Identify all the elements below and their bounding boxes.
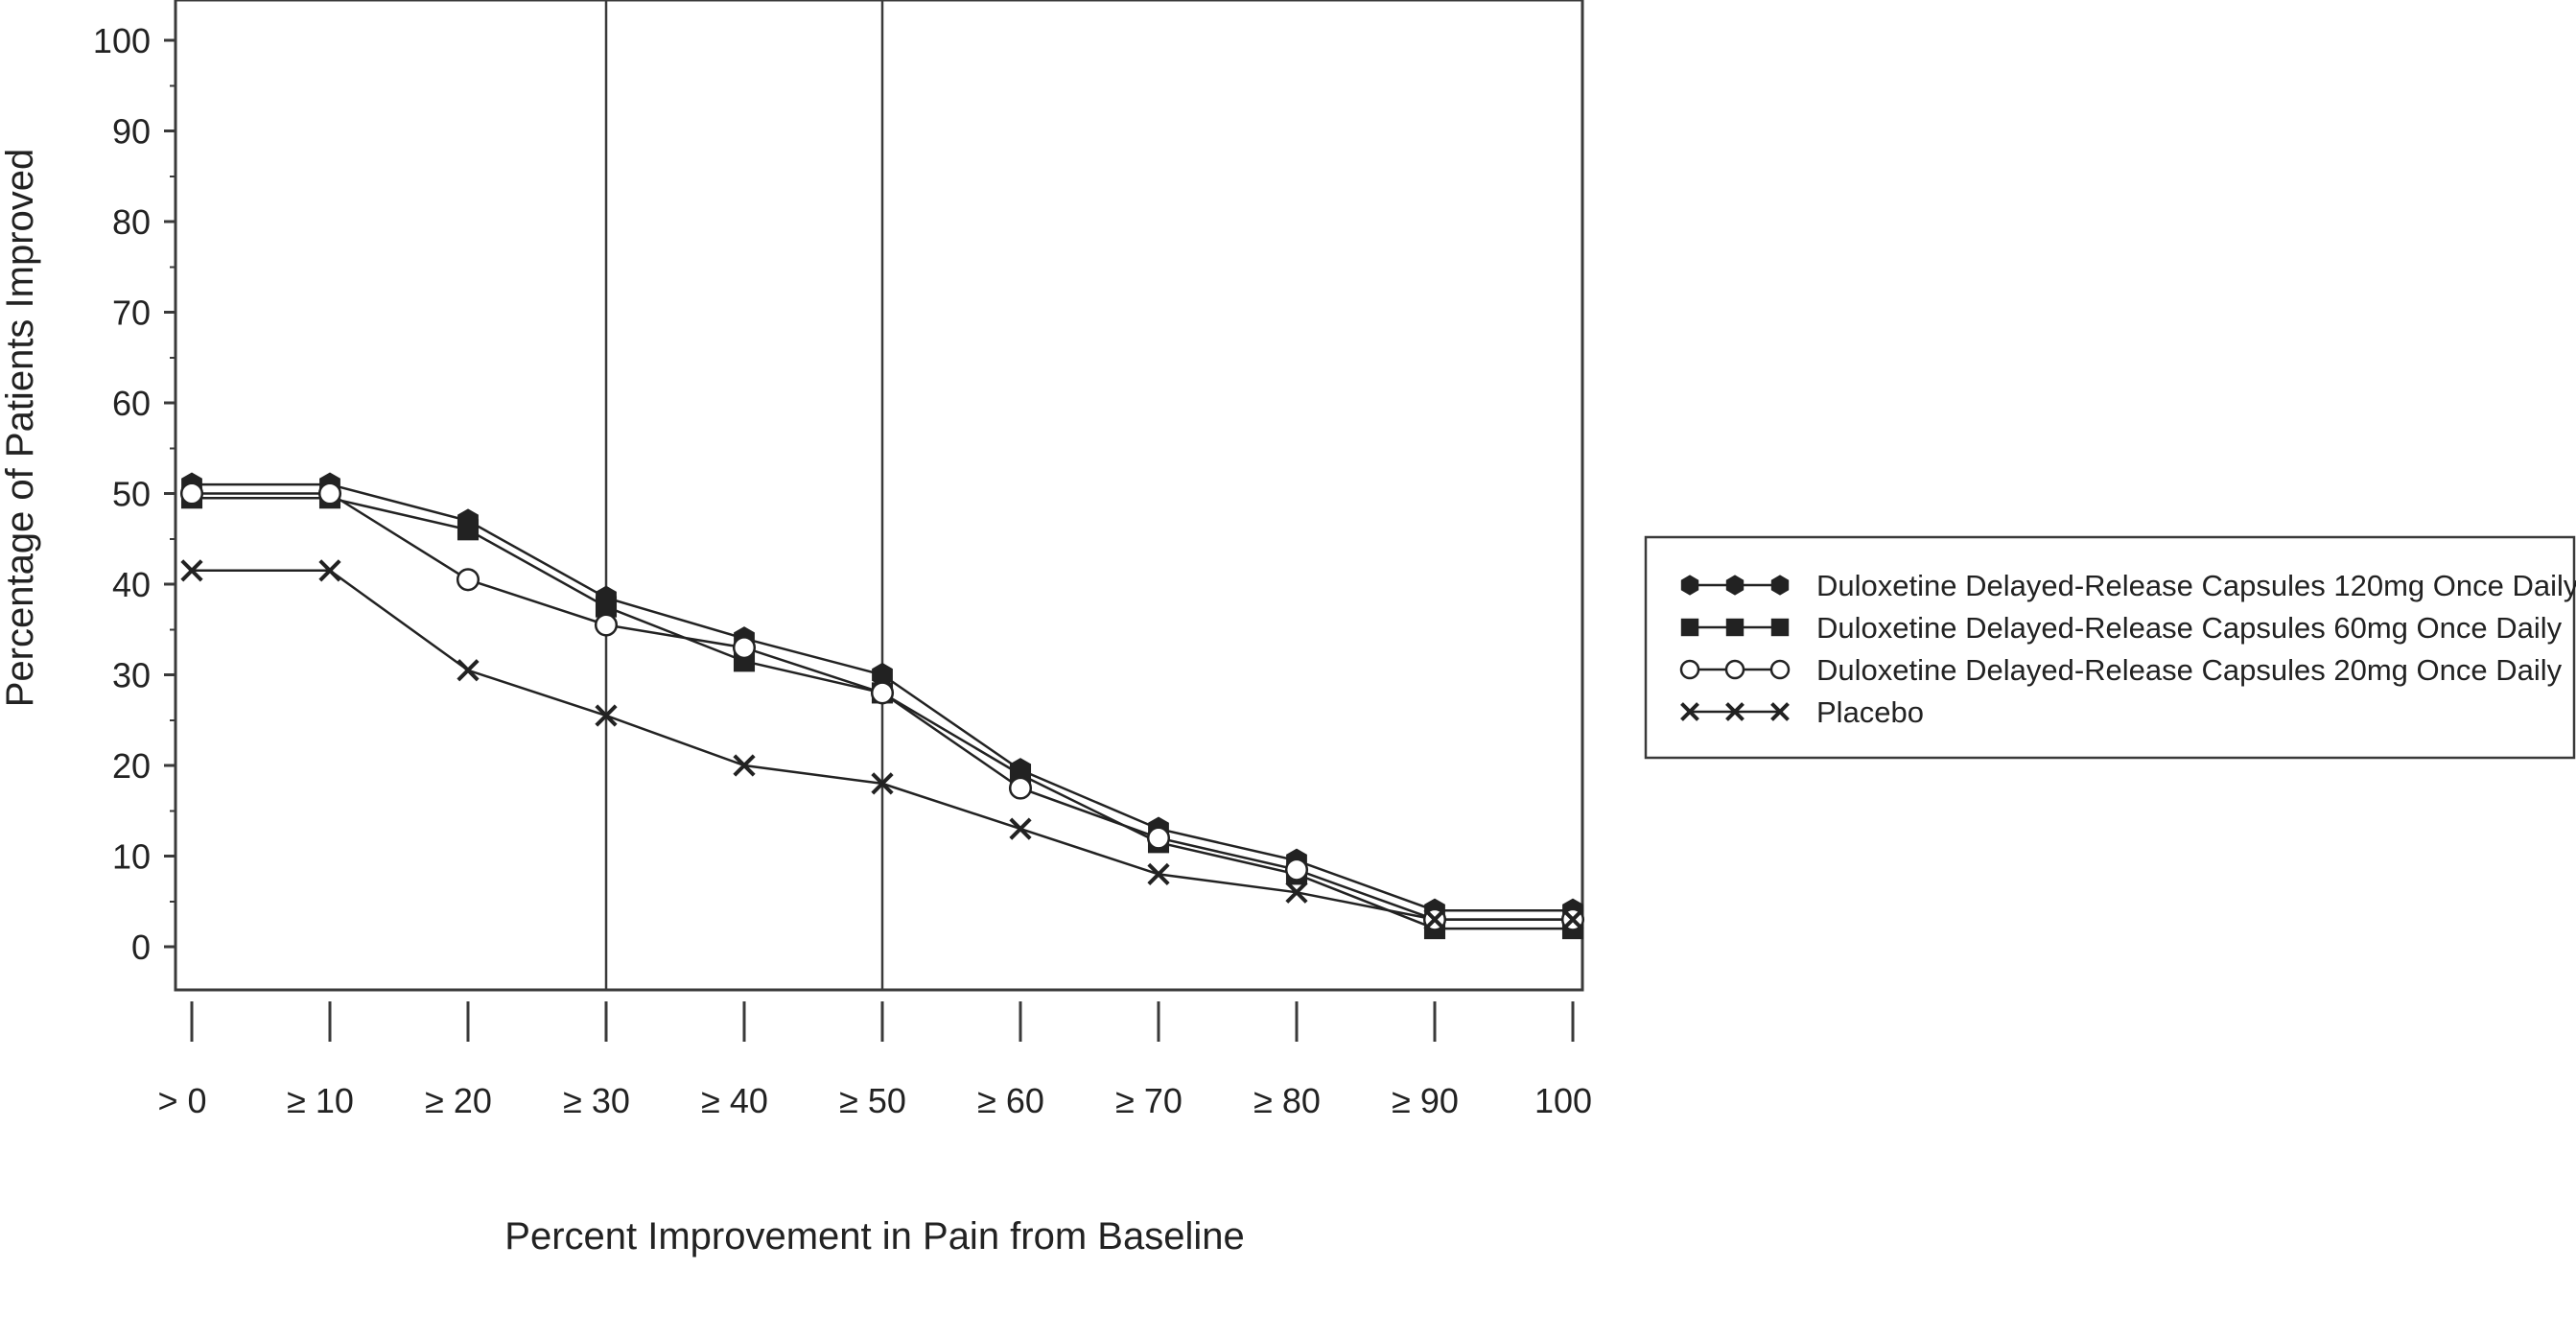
legend-label: Duloxetine Delayed-Release Capsules 60mg…: [1816, 611, 2563, 645]
y-tick-label: 50: [112, 475, 151, 514]
y-tick-label: 40: [112, 565, 151, 604]
x-axis-title: Percent Improvement in Pain from Baselin…: [504, 1215, 1244, 1258]
data-point-series-2: [1284, 858, 1309, 882]
legend-marker: [1725, 702, 1745, 721]
y-tick-label: 80: [112, 202, 151, 242]
legend-marker: [1680, 618, 1699, 637]
data-point-series-2: [1008, 776, 1033, 800]
data-point-series-1: [595, 596, 618, 618]
legend-marker: [1679, 659, 1700, 680]
x-tick-label: 100: [1534, 1081, 1592, 1120]
y-tick-label: 0: [131, 928, 151, 967]
x-tick-label: ≥ 90: [1392, 1081, 1459, 1120]
legend-marker: [1724, 659, 1745, 680]
legend-marker: [1725, 618, 1745, 637]
data-point-series-3: [733, 754, 756, 777]
y-axis-title: Percentage of Patients Improved: [0, 149, 41, 708]
legend-label: Duloxetine Delayed-Release Capsules 120m…: [1816, 569, 2576, 602]
data-point-series-2: [870, 681, 895, 705]
data-point-series-2: [1146, 826, 1171, 850]
legend-box: [1644, 535, 2576, 760]
y-tick-label: 30: [112, 656, 151, 695]
data-point-series-3: [457, 659, 480, 682]
data-point-series-2: [317, 482, 342, 505]
x-tick-label: ≥ 80: [1253, 1081, 1321, 1120]
legend-label: Duloxetine Delayed-Release Capsules 20mg…: [1816, 653, 2563, 687]
data-point-series-3: [1561, 908, 1584, 931]
legend-marker: [1770, 575, 1790, 596]
plot-frame: [174, 0, 1584, 992]
y-tick-label: 70: [112, 294, 151, 333]
data-point-series-3: [1285, 881, 1308, 904]
data-point-series-2: [732, 636, 757, 660]
data-point-series-3: [318, 559, 341, 582]
legend-marker: [1770, 702, 1790, 721]
x-tick-label: ≥ 70: [1115, 1081, 1183, 1120]
data-point-series-3: [595, 704, 618, 727]
legend-marker: [1769, 659, 1791, 680]
x-tick-label: ≥ 60: [977, 1081, 1044, 1120]
legend-marker: [1770, 618, 1790, 637]
x-tick-label: ≥ 20: [425, 1081, 492, 1120]
data-point-series-3: [1009, 817, 1032, 840]
y-tick-label: 90: [112, 112, 151, 152]
data-point-series-2: [179, 482, 204, 505]
y-tick-label: 20: [112, 746, 151, 786]
data-point-series-3: [1423, 908, 1446, 931]
data-point-series-1: [457, 519, 480, 541]
x-tick-label: ≥ 10: [287, 1081, 354, 1120]
legend-marker: [1680, 702, 1699, 721]
y-tick-label: 10: [112, 837, 151, 877]
data-point-series-3: [871, 772, 894, 795]
x-tick-label: > 0: [157, 1081, 206, 1120]
y-tick-label: 100: [93, 21, 151, 60]
data-point-series-2: [594, 613, 619, 637]
data-point-series-2: [456, 568, 480, 592]
x-tick-label: ≥ 40: [701, 1081, 768, 1120]
x-tick-label: ≥ 30: [563, 1081, 630, 1120]
x-tick-label: ≥ 50: [839, 1081, 906, 1120]
y-tick-label: 60: [112, 384, 151, 423]
data-point-series-3: [180, 559, 203, 582]
data-point-series-3: [1147, 862, 1170, 886]
legend-marker: [1680, 575, 1699, 596]
legend-marker: [1725, 575, 1745, 596]
legend-label: Placebo: [1816, 695, 1924, 729]
